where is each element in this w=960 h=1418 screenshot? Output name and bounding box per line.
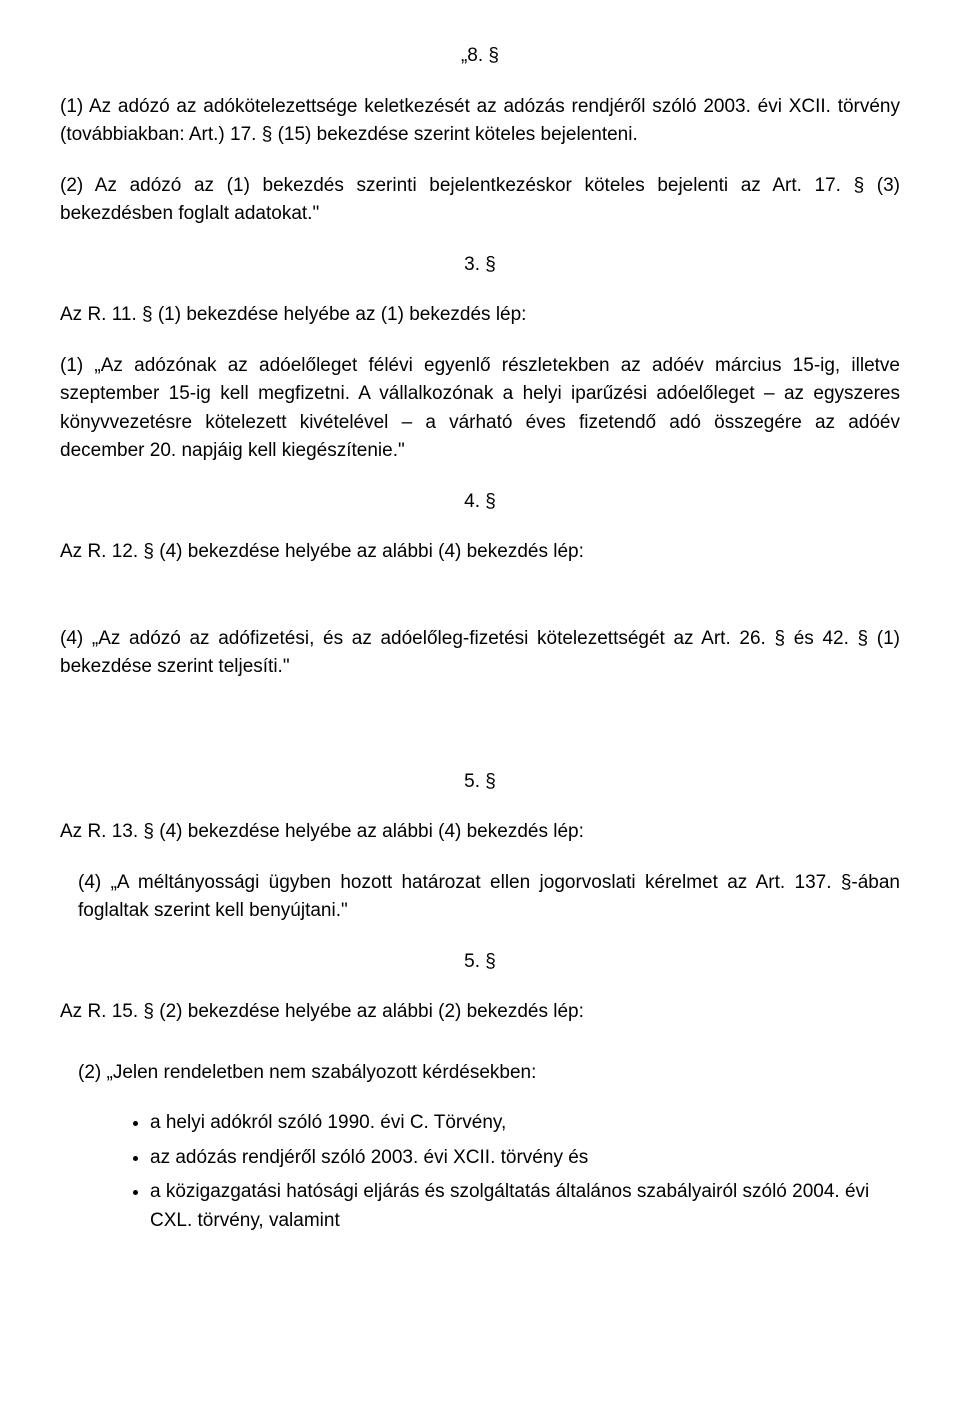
- s4-para-1: (4) „Az adózó az adófizetési, és az adóe…: [60, 625, 900, 682]
- section-number-3: 3. §: [60, 251, 900, 280]
- list-item: a helyi adókról szóló 1990. évi C. Törvé…: [150, 1109, 900, 1138]
- section-number-4: 4. §: [60, 488, 900, 517]
- spacer: [60, 1049, 900, 1059]
- s5b-lead: Az R. 15. § (2) bekezdése helyébe az alá…: [60, 998, 900, 1027]
- spacer: [60, 589, 900, 625]
- s3-para-1: (1) „Az adózónak az adóelőleget félévi e…: [60, 352, 900, 466]
- s8-para-1: (1) Az adózó az adókötelezettsége keletk…: [60, 93, 900, 150]
- section-number-5b: 5. §: [60, 948, 900, 977]
- section-number-8: „8. §: [60, 42, 900, 71]
- section-number-5a: 5. §: [60, 768, 900, 797]
- list-item: a közigazgatási hatósági eljárás és szol…: [150, 1178, 900, 1235]
- s5b-bullet-list: a helyi adókról szóló 1990. évi C. Törvé…: [60, 1109, 900, 1235]
- s5a-para-1: (4) „A méltányossági ügyben hozott határ…: [60, 869, 900, 926]
- list-item: az adózás rendjéről szóló 2003. évi XCII…: [150, 1144, 900, 1173]
- s4-lead: Az R. 12. § (4) bekezdése helyébe az alá…: [60, 538, 900, 567]
- s5b-para-1: (2) „Jelen rendeletben nem szabályozott …: [60, 1059, 900, 1088]
- s8-para-2: (2) Az adózó az (1) bekezdés szerinti be…: [60, 172, 900, 229]
- s3-lead: Az R. 11. § (1) bekezdése helyébe az (1)…: [60, 301, 900, 330]
- s5a-lead: Az R. 13. § (4) bekezdése helyébe az alá…: [60, 818, 900, 847]
- spacer: [60, 704, 900, 756]
